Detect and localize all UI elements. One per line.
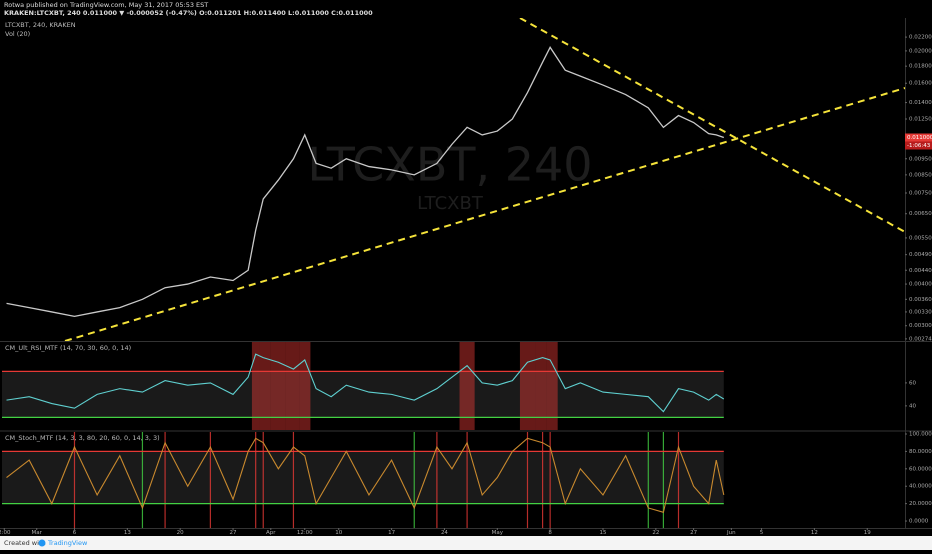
x-tick-label: 6 <box>73 530 77 536</box>
stoch-legend: CM_Stoch_MTF (14, 3, 3, 80, 20, 60, 0, 1… <box>5 434 160 442</box>
panel: 100.0000 80.0000 60.0000 40.0000 20.0000 0.00… <box>0 432 932 536</box>
x-tick-label: 5 <box>760 530 764 536</box>
signal-highlight <box>519 342 536 430</box>
signal-highlight <box>285 342 300 430</box>
countdown: -1:06:43 <box>907 143 931 149</box>
support-trendline <box>64 87 905 341</box>
countdown-box <box>905 141 932 150</box>
band-zone <box>2 371 724 418</box>
y-tick-label: 60 <box>909 380 916 386</box>
x-tick-label: 17 <box>388 530 395 536</box>
x-tick-label: 15 <box>599 530 606 536</box>
x-tick-label: 20 <box>177 530 184 536</box>
y-tick-label: 60.0000 <box>909 466 932 472</box>
publisher: Rotwa published on TradingView.com, May … <box>4 1 208 9</box>
x-tick-label: 19 <box>864 530 871 536</box>
x-tick-label: 8 <box>548 530 552 536</box>
signal-highlight <box>535 342 547 430</box>
x-tick-label: May <box>492 530 504 536</box>
rsi-legend: CM_Ult_RSI_MTF (14, 70, 30, 60, 0, 14) <box>5 344 131 352</box>
y-tick-label: 0.0000 <box>909 519 929 525</box>
x-tick-label: 12:00 <box>297 530 313 536</box>
signal-highlight <box>251 342 260 430</box>
y-tick-label: 20.0000 <box>909 501 932 507</box>
signal-highlight <box>546 342 558 430</box>
symbol-line: KRAKEN:LTCXBT, 240 0.011000 ▼ -0.000052 … <box>4 9 373 17</box>
series-line <box>6 46 725 318</box>
x-tick-label: Apr <box>266 530 276 536</box>
series-line <box>6 353 725 413</box>
series-line <box>6 437 725 514</box>
y-tick-label: 100.0000 <box>909 432 932 438</box>
x-tick-label: 10 <box>335 530 342 536</box>
footer-bar <box>0 536 932 550</box>
x-tick-label: 27 <box>690 530 697 536</box>
x-tick-label: 12 <box>811 530 818 536</box>
signal-highlight <box>459 342 475 430</box>
footer-brand[interactable]: TradingView <box>47 539 88 547</box>
panel: 40 60 <box>2 342 916 430</box>
x-tick-label: 24 <box>441 530 448 536</box>
watermark-sub: LTCXBT <box>417 193 484 214</box>
x-tick-label: 2:00 <box>0 530 11 536</box>
y-tick-label: 40.0000 <box>909 484 932 490</box>
x-tick-label: 22 <box>652 530 659 536</box>
footer-created: Created with <box>4 539 46 547</box>
trendlines <box>64 18 905 341</box>
x-tick-label: 13 <box>124 530 131 536</box>
last-price-label: 0.011000 <box>907 135 932 141</box>
x-tick-label: Mar <box>32 530 43 536</box>
signal-highlight <box>299 342 311 430</box>
main-legend: LTCXBT, 240, KRAKEN <box>5 21 76 29</box>
y-tick-label: 80.0000 <box>909 449 932 455</box>
band-zone <box>2 451 724 504</box>
signal-highlight <box>259 342 271 430</box>
watermark: LTCXBT, 240 <box>307 138 592 192</box>
last-price-box <box>905 133 932 142</box>
x-tick-label: 27 <box>230 530 237 536</box>
y-tick-label: 40 <box>909 403 916 409</box>
footer-logo <box>38 539 46 547</box>
resistance-trendline <box>519 18 905 233</box>
volume-legend: Vol (20) <box>5 30 30 38</box>
x-tick-label: Jun <box>726 530 736 536</box>
